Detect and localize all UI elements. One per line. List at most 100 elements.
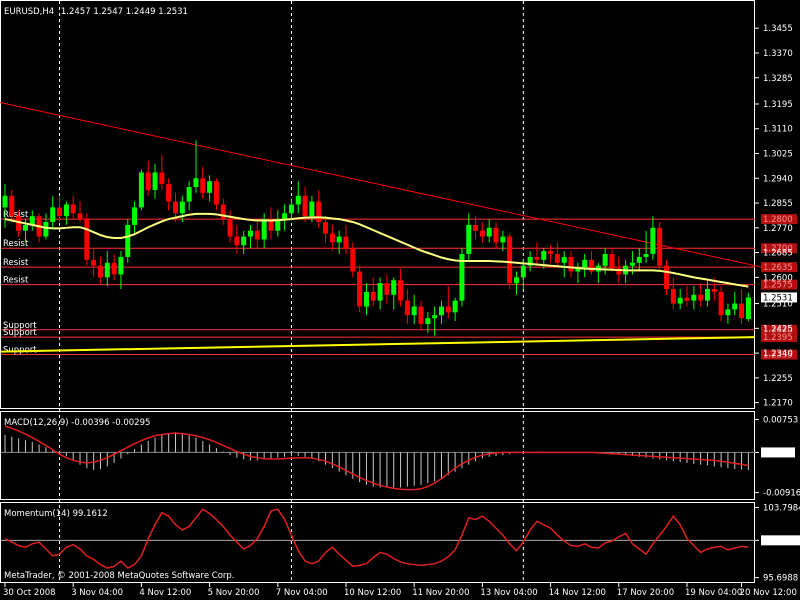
candle-body (643, 254, 649, 257)
chart-header: EURUSD,H4 1.2457 1.2547 1.2449 1.2531 (4, 7, 188, 17)
candle-body (43, 221, 49, 237)
candle-body (500, 236, 506, 243)
time-axis: 30 Oct 2008 3 Nov 04:00 4 Nov 12:00 5 Nov 2… (3, 583, 797, 598)
level-label: Resist (3, 276, 29, 286)
candle-body (432, 315, 438, 319)
separator-lines (59, 1, 524, 582)
level-tag: 1.2575 (763, 281, 793, 291)
candle-body (104, 262, 110, 278)
candle-body (575, 268, 581, 272)
price-axis: 1.3455 1.3370 1.3285 1.3195 1.3110 1.3025 1.29… (755, 24, 797, 409)
candle-body (616, 268, 622, 275)
candle-body (677, 297, 683, 304)
macd-tick-label: -0.00916 (763, 489, 800, 499)
candle-body (541, 251, 547, 260)
momentum-tick-label: 100.0000 (763, 536, 800, 546)
candle-body (684, 297, 690, 301)
candle-body (438, 306, 444, 316)
candle-body (609, 254, 615, 269)
candle-body (213, 181, 219, 205)
level-tag-bg (761, 332, 797, 343)
price-tick-label: 1.2600 (763, 273, 793, 283)
level-tag: 1.2700 (763, 244, 793, 254)
candle-body (275, 219, 281, 231)
candle-body (527, 256, 533, 266)
candle-body (732, 303, 738, 310)
symbol-label: EURUSD,H4 (4, 7, 54, 17)
time-tick-label: 13 Nov 04:00 (480, 588, 537, 598)
candle-body (186, 187, 192, 202)
macd-panel: 0.00753 0.0000 -0.00916 (1, 415, 800, 499)
candle-body (111, 262, 117, 275)
candle-body (254, 230, 260, 240)
momentum-label: Momentum(14) 99.1612 (4, 509, 108, 519)
time-tick-label: 19 Nov 04:00 (685, 588, 742, 598)
candle-body (745, 297, 751, 320)
level-tag-bg (761, 262, 797, 273)
macd-label: MACD(12,26,9) -0.00396 -0.00295 (4, 418, 150, 428)
moving-average (4, 212, 749, 288)
current-price-label: 1.2531 (763, 293, 793, 303)
price-tick-label: 1.2770 (763, 224, 793, 234)
level-tag: 1.2420 (763, 326, 793, 336)
candle-body (459, 254, 465, 301)
macd-tick-label: 0.0000 (763, 448, 793, 458)
price-tick-label: 1.3370 (763, 49, 793, 59)
price-panel-border (0, 0, 755, 409)
candle-body (268, 219, 274, 231)
level-label: Resist (3, 239, 29, 249)
candle-body (466, 224, 472, 255)
level-label: Support (3, 321, 37, 331)
candle-body (91, 259, 97, 266)
candle-body (309, 201, 315, 217)
candle-body (343, 236, 349, 249)
level-tag-bg (761, 243, 797, 254)
level-label: Resist (3, 258, 29, 268)
time-tick-label: 10 Nov 12:00 (344, 588, 401, 598)
macd-tick-label: 0.00753 (763, 415, 798, 425)
price-tick-label: 1.3285 (763, 74, 793, 84)
candle-body (159, 172, 165, 185)
momentum-100-bg (761, 535, 800, 546)
level-label: Resist (3, 210, 29, 220)
candle-body (664, 265, 670, 289)
candle-body (725, 309, 731, 316)
candle-body (70, 204, 76, 214)
price-tick-label: 1.2340 (763, 349, 793, 359)
momentum-tick-label: 95.6988 (763, 574, 798, 584)
candle-body (479, 230, 485, 237)
candle-body (425, 318, 431, 324)
candle-body (739, 303, 745, 319)
current-price-bg (761, 292, 797, 303)
candle-body (507, 236, 513, 284)
candle-body (288, 204, 294, 214)
candle-body (118, 256, 124, 275)
candle-body (207, 181, 213, 193)
candle-body (295, 195, 301, 205)
candle-body (657, 227, 663, 266)
candle-body (302, 195, 308, 217)
price-tick-label: 1.2170 (763, 399, 793, 409)
time-tick-label: 11 Nov 20:00 (412, 588, 469, 598)
candle-body (534, 256, 540, 260)
candle-body (323, 221, 329, 234)
candle-body (370, 291, 376, 301)
candle-body (350, 248, 356, 272)
candle-body (329, 233, 335, 243)
candle-body (316, 201, 322, 222)
candle-body (166, 184, 172, 202)
candle-body (363, 291, 369, 307)
candle-body (50, 207, 56, 222)
time-tick-label: 30 Oct 2008 (3, 588, 56, 598)
candle-body (377, 283, 383, 301)
price-tick-label: 1.3455 (763, 24, 793, 34)
ma-line (4, 212, 749, 288)
candle-body (16, 216, 22, 231)
candle-body (554, 254, 560, 263)
macd-zero-bg (761, 447, 795, 458)
level-label: Support (3, 328, 37, 338)
candle-body (589, 259, 595, 272)
candle-body (568, 256, 574, 272)
time-tick-label: 20 Nov 12:00 (740, 588, 797, 598)
